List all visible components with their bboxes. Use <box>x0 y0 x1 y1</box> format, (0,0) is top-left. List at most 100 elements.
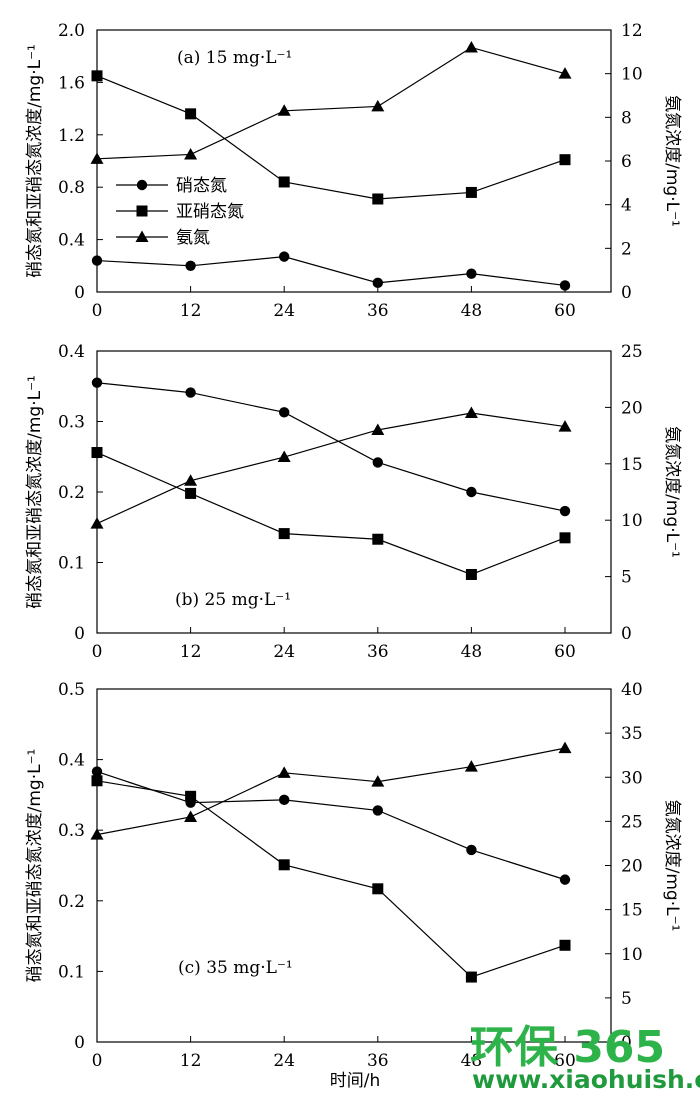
series-line-triangle <box>96 747 566 836</box>
right-y-tick-label: 12 <box>621 21 643 41</box>
data-point-square <box>559 154 571 166</box>
data-point-circle <box>466 844 477 856</box>
legend-marker-square <box>136 205 148 217</box>
x-tick-label: 60 <box>554 1051 576 1071</box>
data-point-circle <box>91 766 103 777</box>
data-point-triangle <box>90 828 104 840</box>
data-point-circle <box>466 486 477 498</box>
chart-panels: 0 12 24 36 48 6000.40.81.21.62.0024681012硝态氮和… <box>25 21 682 1071</box>
right-y-tick-label: 25 <box>621 812 643 832</box>
data-point-square <box>278 176 290 188</box>
x-tick-label: 60 <box>554 301 576 321</box>
chart-panel-a: 0 12 24 36 48 6000.40.81.21.62.0024681012硝态氮和… <box>25 21 682 321</box>
data-point-triangle <box>90 152 104 164</box>
plot-frame <box>96 688 612 1043</box>
data-point-circle <box>279 794 290 806</box>
panel-annotation: (c) 35 mg·L⁻¹ <box>178 958 293 978</box>
right-y-tick-label: 5 <box>621 568 632 588</box>
left-y-tick-label: 0.8 <box>58 178 85 198</box>
left-y-tick-label: 0.4 <box>58 342 85 362</box>
right-y-tick-label: 30 <box>621 768 643 788</box>
left-axis-title: 硝态氮和亚硝态氮浓度/mg·L⁻¹ <box>25 749 45 983</box>
right-y-tick-label: 6 <box>621 152 632 172</box>
legend-marker-triangle <box>135 230 149 242</box>
left-y-tick-label: 0.3 <box>58 413 85 433</box>
panel-annotation: (a) 15 mg·L⁻¹ <box>177 48 292 68</box>
data-point-circle <box>185 260 196 271</box>
x-tick-label: 12 <box>180 301 202 321</box>
data-point-circle <box>559 874 571 885</box>
left-y-tick-label: 0.2 <box>58 892 85 912</box>
left-y-tick-label: 0.1 <box>58 554 85 574</box>
series-line-triangle <box>96 46 566 160</box>
right-axis-title: 氨氮浓度/mg·L⁻¹ <box>662 426 682 558</box>
data-point-square <box>559 532 571 544</box>
data-point-circle <box>279 251 290 262</box>
data-point-circle <box>91 255 103 266</box>
data-point-circle <box>372 457 383 468</box>
x-tick-label: 24 <box>273 301 295 321</box>
legend-label: 氨氮 <box>176 228 210 248</box>
right-y-tick-label: 10 <box>621 945 643 965</box>
data-point-triangle <box>371 99 385 112</box>
x-tick-label: 48 <box>461 1051 483 1071</box>
series-line-square <box>96 780 566 978</box>
data-point-circle <box>559 280 571 291</box>
left-y-tick-label: 0.4 <box>58 751 85 771</box>
data-point-square <box>372 193 384 205</box>
right-axis-title: 氨氮浓度/mg·L⁻¹ <box>662 95 682 227</box>
right-y-tick-label: 2 <box>621 239 632 259</box>
data-point-square <box>91 775 103 787</box>
data-point-circle <box>185 387 196 398</box>
watermark-url: www.xiaohuish.com <box>472 1065 700 1094</box>
right-y-tick-label: 10 <box>621 65 643 85</box>
x-tick-label: 60 <box>554 642 576 662</box>
legend-marker-circle <box>136 179 148 191</box>
data-point-triangle <box>184 147 198 160</box>
x-tick-label: 48 <box>461 642 483 662</box>
left-y-tick-label: 2.0 <box>58 21 85 41</box>
series-line-square <box>96 75 566 200</box>
series-line-triangle <box>96 412 566 525</box>
x-tick-label: 12 <box>180 642 202 662</box>
data-point-square <box>91 70 103 82</box>
series-line-circle <box>96 382 566 512</box>
x-tick-label: 24 <box>273 1051 295 1071</box>
panel-annotation: (b) 25 mg·L⁻¹ <box>175 590 291 610</box>
data-point-square <box>465 186 477 198</box>
left-y-tick-label: 0.2 <box>58 483 85 503</box>
data-point-triangle <box>464 40 478 53</box>
x-tick-label: 0 <box>92 301 103 321</box>
data-point-triangle <box>277 450 291 463</box>
data-point-triangle <box>90 517 104 529</box>
chart-panel-c: 0 12 24 36 48 60 0 0.1 0.2 0.3 0.4 0.5 0 5 10 15 20 25 30 3… <box>25 680 682 1071</box>
data-point-circle <box>91 377 103 388</box>
right-y-tick-label: 40 <box>621 680 643 700</box>
x-tick-label: 48 <box>461 301 483 321</box>
left-y-tick-label: 0.1 <box>58 962 85 982</box>
left-y-tick-label: 0.5 <box>58 680 85 700</box>
legend-label: 硝态氮 <box>176 176 227 196</box>
data-point-square <box>278 528 290 540</box>
data-point-triangle <box>558 420 572 432</box>
right-y-tick-label: 8 <box>621 108 632 128</box>
data-point-triangle <box>277 766 291 778</box>
right-y-tick-label: 0 <box>621 624 632 644</box>
data-point-triangle <box>371 423 385 435</box>
data-point-square <box>185 790 197 802</box>
right-y-tick-label: 4 <box>621 196 632 216</box>
left-axis-title: 硝态氮和亚硝态氮浓度/mg·L⁻¹ <box>25 44 45 278</box>
right-y-tick-label: 0 <box>621 1033 632 1053</box>
right-y-tick-label: 15 <box>621 455 643 475</box>
right-y-tick-label: 10 <box>621 511 643 531</box>
data-point-square <box>372 883 384 895</box>
data-point-triangle <box>184 810 198 822</box>
left-y-tick-label: 1.2 <box>58 126 85 146</box>
right-y-tick-label: 35 <box>621 724 643 744</box>
data-point-square <box>278 859 290 871</box>
series-line-circle <box>96 771 566 881</box>
x-tick-label: 0 <box>92 642 103 662</box>
data-point-circle <box>372 805 383 816</box>
